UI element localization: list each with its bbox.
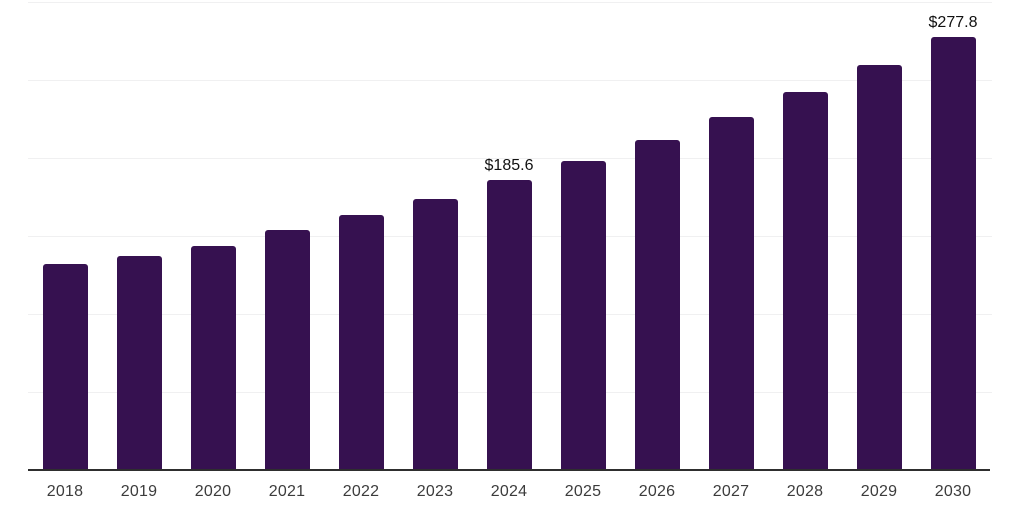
bar-2026[interactable] <box>634 139 680 470</box>
x-tick-2021: 2021 <box>268 483 306 500</box>
bar-2018[interactable] <box>42 264 88 470</box>
x-tick-2028: 2028 <box>786 483 824 500</box>
bar-2028[interactable] <box>782 92 828 470</box>
gridline-250 <box>28 80 992 81</box>
x-tick-2023: 2023 <box>416 483 454 500</box>
bar-2020[interactable] <box>190 245 236 470</box>
x-tick-2020: 2020 <box>194 483 232 500</box>
x-axis-line <box>28 469 990 471</box>
x-tick-2029: 2029 <box>860 483 898 500</box>
x-tick-2024: 2024 <box>490 483 528 500</box>
value-label-2024: $185.6 <box>484 157 534 175</box>
bar-2030[interactable] <box>930 36 976 470</box>
x-tick-2018: 2018 <box>46 483 84 500</box>
bar-2021[interactable] <box>264 230 310 470</box>
x-tick-2019: 2019 <box>120 483 158 500</box>
bar-2024[interactable] <box>486 180 532 470</box>
bar-2022[interactable] <box>338 215 384 470</box>
x-tick-2025: 2025 <box>564 483 602 500</box>
x-tick-2027: 2027 <box>712 483 750 500</box>
bar-2019[interactable] <box>116 255 162 470</box>
x-tick-2030: 2030 <box>934 483 972 500</box>
value-label-2030: $277.8 <box>928 13 978 31</box>
bar-2029[interactable] <box>856 65 902 470</box>
bar-2027[interactable] <box>708 117 754 470</box>
gridline-200 <box>28 158 992 159</box>
gridline-300 <box>28 2 992 3</box>
bar-2025[interactable] <box>560 161 606 470</box>
x-tick-2026: 2026 <box>638 483 676 500</box>
x-tick-2022: 2022 <box>342 483 380 500</box>
bar-2023[interactable] <box>412 199 458 470</box>
